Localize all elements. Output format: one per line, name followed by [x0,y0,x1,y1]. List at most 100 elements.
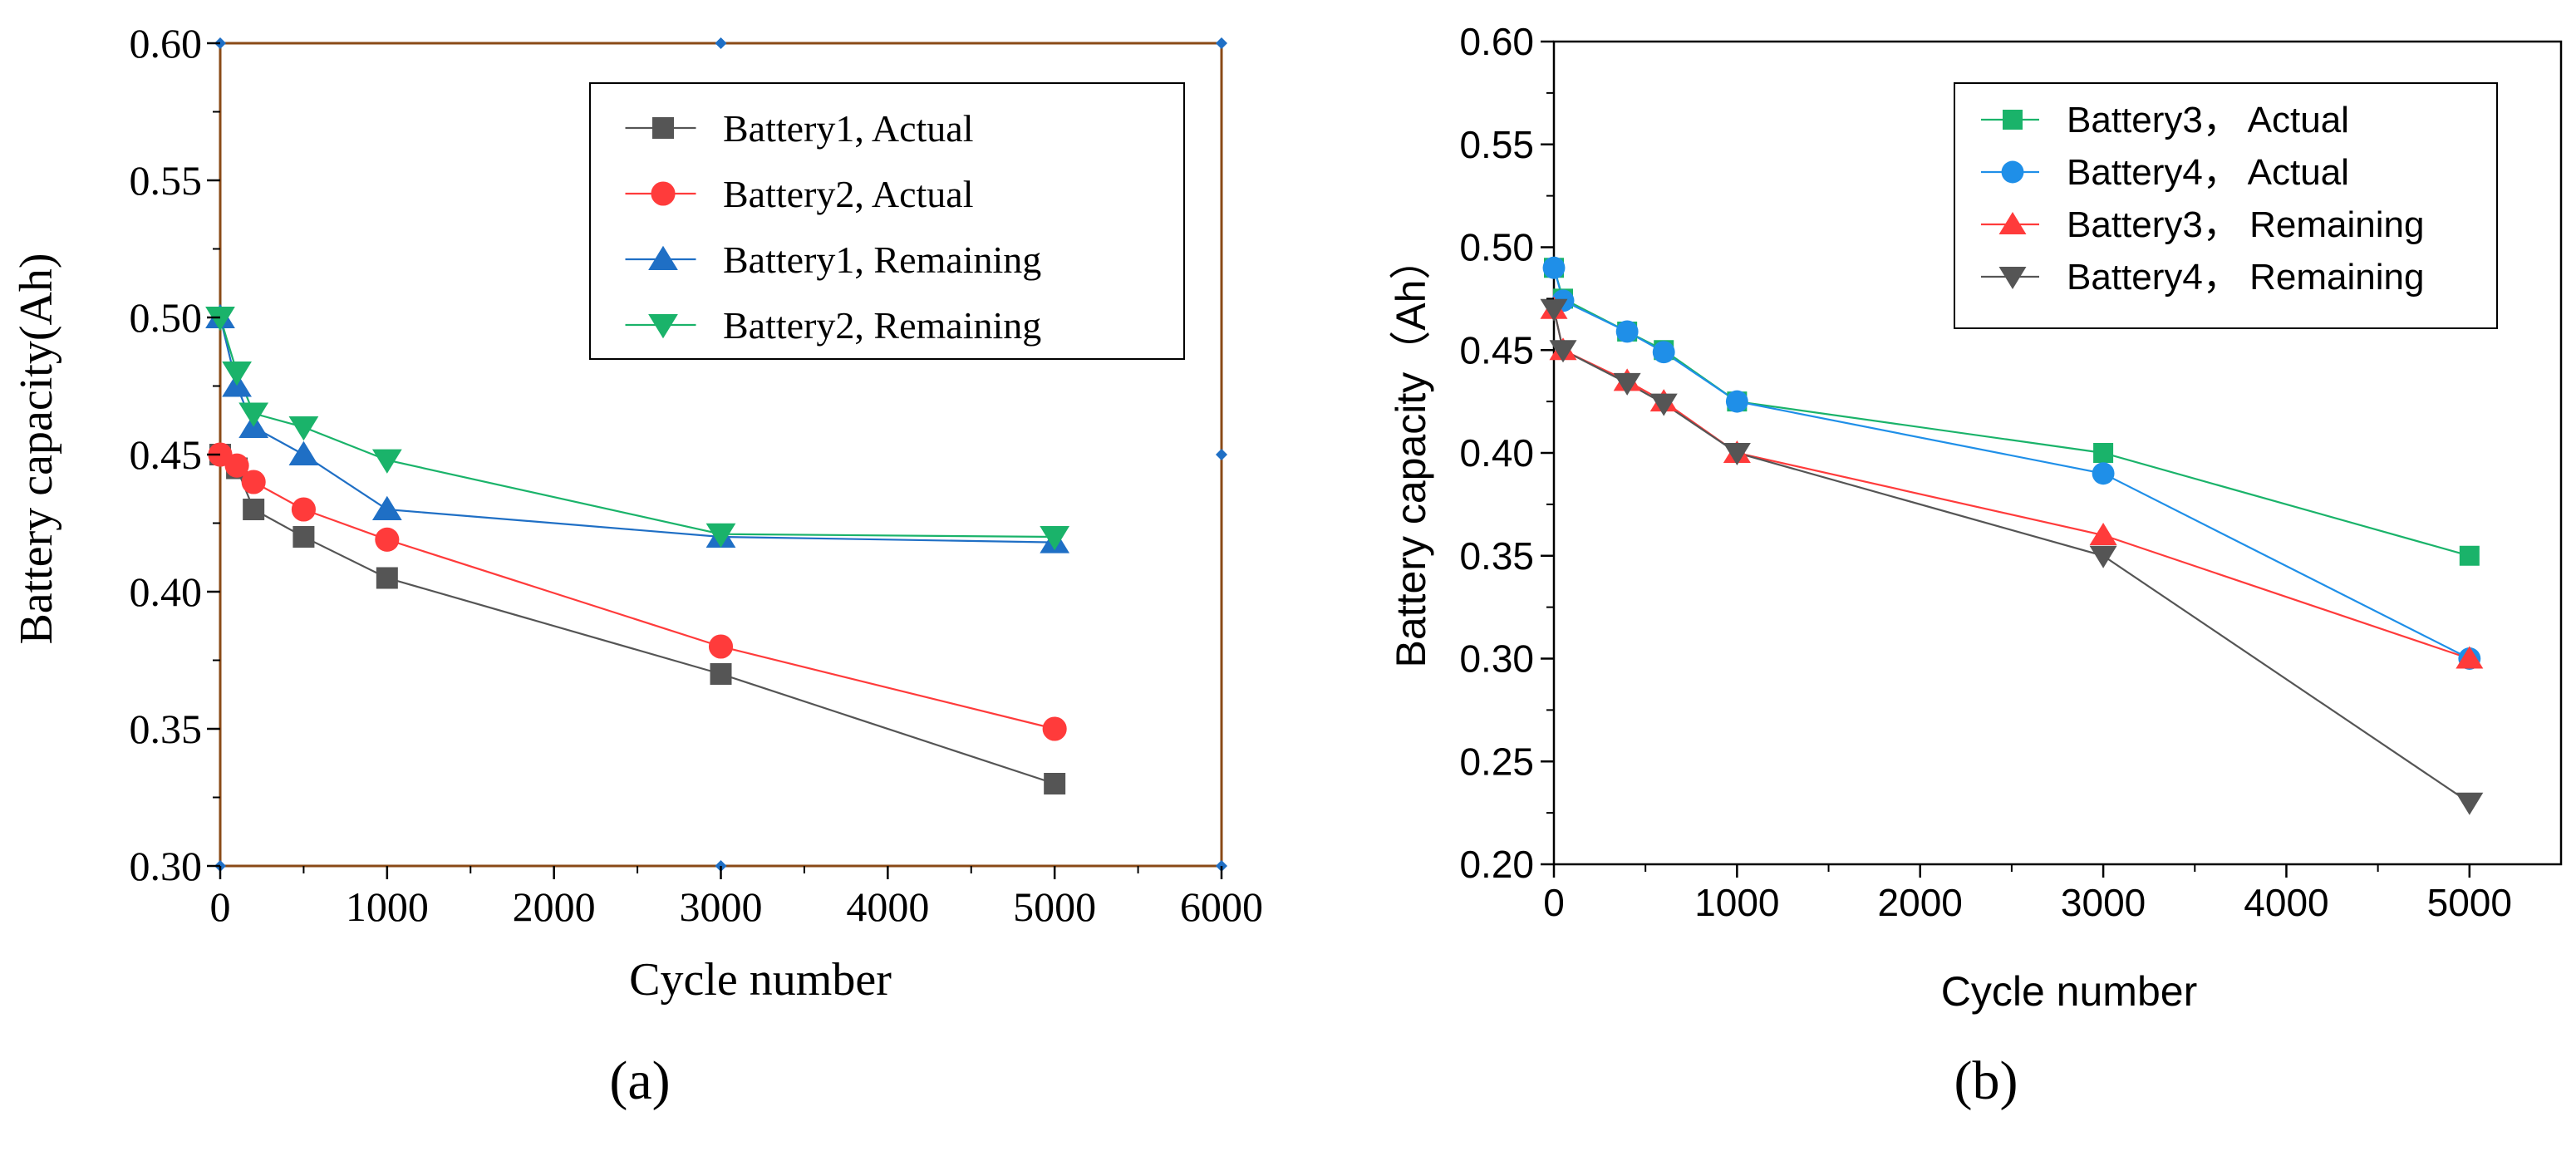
panel-a-legend: Battery1, Actual Battery2, Actual Battery1… [589,82,1185,360]
panel-b-x-tick-label: 0 [1543,881,1565,924]
panel-b-label: (b) [1954,1050,2018,1111]
panel-a-frame-handle [715,37,727,49]
panel-b-x-tick-label: 2000 [1878,881,1963,924]
panel-b-y-tick-label: 0.55 [1459,123,1534,166]
panel-a-data-point [222,362,252,386]
panel-b-ticks: 0 1000 2000 3000 4000 5000 0.20 0.25 0.30 0.35 0.4… [1459,20,2512,924]
panel-b-x-tick-label: 1000 [1694,881,1779,924]
panel-a-y-tick-label: 0.35 [130,706,203,752]
panel-a-data-point [371,495,402,520]
panel-a-data-point [291,497,316,522]
panel-a-x-tick-label: 0 [210,883,231,930]
panel-b-y-tick-label: 0.40 [1459,431,1534,475]
panel-a-data-point [224,453,249,478]
panel-a-legend-marker [648,314,678,339]
panel-b-x-tick-label: 5000 [2427,881,2512,924]
panel-a-data-point [376,567,398,589]
panel-a-y-tick-label: 0.40 [130,568,203,615]
panel-b-data-point [2092,462,2115,485]
panel-b-data-point [1549,340,1577,363]
panel-b-data-point [2459,545,2480,566]
panel-b-data-point [1615,320,1639,343]
panel-b-x-axis-title: Cycle number [1941,968,2197,1015]
panel-a-data-point [243,499,265,520]
panel-a-data-point [708,634,734,659]
panel-a-ticks: 0 1000 2000 3000 4000 5000 6000 0.30 0.35 0.40 0.4… [130,20,1264,930]
panel-a-legend-label: Battery1, Actual [723,107,973,150]
panel-b-data-point [1540,298,1568,322]
panel-a-x-tick-label: 1000 [346,883,429,930]
panel-b-y-tick-label: 0.30 [1459,637,1534,681]
panel-a-data-point [375,527,400,552]
panel-b-legend-label: Battery3， Remaining [2067,204,2424,245]
panel-a-frame-handle [1216,449,1227,460]
panel-a-data-point [288,416,319,441]
panel-b-data-point [2089,523,2117,545]
panel-a-data-point [710,663,732,685]
panel-a-x-axis-title: Cycle number [629,954,892,1006]
panel-b-y-tick-label: 0.25 [1459,740,1534,783]
panel-b: 0 1000 2000 3000 4000 5000 0.20 0.25 0.30 0.35 0.4… [1388,20,2563,1111]
panel-b-x-tick-label: 3000 [2061,881,2146,924]
panel-a-x-tick-label: 4000 [846,883,929,930]
panel-b-legend-marker [1998,212,2027,234]
panel-a-data-point [1040,526,1070,551]
panel-a-x-tick-label: 6000 [1180,883,1263,930]
panel-a-legend-label: Battery1, Remaining [723,239,1041,281]
panel-b-data-point [2093,443,2114,463]
panel-b-y-tick-label: 0.60 [1459,20,1534,63]
panel-b-legend-label: Battery4， Actual [2067,152,2349,193]
panel-a-data-point [705,523,736,548]
panel-b-data-point [1542,256,1566,279]
panel-b-legend-marker [2003,110,2023,130]
panel-b-data-points [1540,256,2484,815]
panel-b-legend-marker [1998,267,2027,289]
panel-b-data-point [1723,443,1751,465]
panel-b-legend-label: Battery4， Remaining [2067,257,2424,298]
panel-a-legend-box [589,82,1185,360]
panel-b-data-point [2456,646,2484,669]
panel-b-data-point [2089,545,2117,568]
panel-b-legend-marker [2001,160,2024,184]
panel-a-x-tick-label: 3000 [680,883,763,930]
panel-a-y-tick-label: 0.50 [130,294,203,341]
panel-b-y-tick-label: 0.35 [1459,534,1534,578]
panel-a-legend-marker [652,117,674,139]
panel-a-legend-marker [651,181,676,206]
panel-a-y-axis-title: Battery capacity(Ah) [11,253,62,644]
panel-a-data-point [1042,716,1067,741]
panel-a-data-point [293,526,315,548]
panel-a-data-point [288,440,319,465]
panel-a-frame-handle [1216,37,1227,49]
panel-a-legend-label: Battery2, Actual [723,173,973,215]
panel-b-y-axis-title: Battery capacity（Ah） [1388,239,1434,668]
panel-a-data-point [205,307,235,332]
panel-a-y-tick-label: 0.55 [130,157,203,204]
panel-b-data-point [2456,792,2484,815]
panel-a-data-point [371,449,402,474]
panel-a-data-point [241,470,266,494]
panel-a-data-points [205,303,1070,794]
panel-a-y-tick-label: 0.30 [130,843,203,889]
panel-b-legend: Battery3， Actual Battery4， Actual Battery3… [1954,82,2498,329]
panel-b-legend-box [1954,82,2498,329]
panel-b-data-point [1725,390,1748,413]
panel-a-label: (a) [609,1050,670,1111]
panel-a-legend-label: Battery2, Remaining [723,304,1041,347]
panel-a: 0 1000 2000 3000 4000 5000 6000 0.30 0.35 0.40 0.4… [11,20,1263,1111]
panel-a-y-tick-label: 0.60 [130,20,203,66]
panel-a-data-point [1044,773,1066,794]
panel-b-data-point [1613,372,1641,396]
panel-a-x-tick-label: 5000 [1013,883,1096,930]
panel-b-legend-label: Battery3， Actual [2067,100,2349,140]
panel-b-data-point [1649,393,1678,416]
panel-b-y-tick-label: 0.50 [1459,226,1534,269]
panel-a-x-tick-label: 2000 [513,883,596,930]
panel-a-legend-marker [648,245,678,270]
panel-b-data-point [1652,341,1675,364]
panel-a-data-point [238,402,269,427]
panel-b-y-tick-label: 0.45 [1459,328,1534,371]
panel-b-x-tick-label: 4000 [2244,881,2328,924]
panel-a-y-tick-label: 0.45 [130,431,203,478]
